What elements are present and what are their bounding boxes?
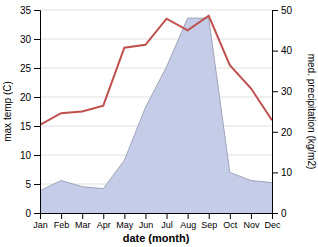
tick-mark xyxy=(34,126,40,127)
tick-label: 10 xyxy=(281,167,293,178)
tick-label: 20 xyxy=(20,92,32,103)
chart-svg: JanFebMarAprMayJunJulAugSepOctNovDec0510… xyxy=(0,0,318,247)
tick: 5 xyxy=(25,179,40,190)
tick-mark xyxy=(34,10,40,11)
tick: 50 xyxy=(272,5,293,16)
tick: Aug xyxy=(180,213,196,230)
tick: 0 xyxy=(272,208,287,219)
tick: 20 xyxy=(272,127,293,138)
tick-label: May xyxy=(116,220,134,230)
tick-mark xyxy=(272,213,278,214)
tick: Dec xyxy=(264,213,281,230)
tick-label: 30 xyxy=(281,86,293,97)
grid-line xyxy=(40,68,272,69)
tick: Jun xyxy=(139,213,154,230)
axis-line xyxy=(41,214,273,220)
x-axis: Jan Feb Mar Apr May Jun Jul Aug Sep Oct Nov Dec xyxy=(33,213,281,230)
tick: 15 xyxy=(20,121,40,132)
y-axis: 0 5 10 15 20 25 30 35 xyxy=(20,5,41,219)
tick-label: 0 xyxy=(25,208,31,219)
tick: 30 xyxy=(20,34,40,45)
tick: 25 xyxy=(20,63,40,74)
y2-axis: 0 10 20 30 40 50 xyxy=(272,5,293,219)
tick-label: 20 xyxy=(281,127,293,138)
tick: 40 xyxy=(272,45,293,56)
tick-mark xyxy=(124,213,125,219)
tick-label: Jun xyxy=(139,220,154,230)
tick-label: 30 xyxy=(20,34,32,45)
tick-mark xyxy=(188,213,189,219)
tick-label: Nov xyxy=(243,220,260,230)
tick-label: Aug xyxy=(180,220,196,230)
precipitation-area-edge xyxy=(40,18,272,191)
tick-mark xyxy=(103,213,104,219)
tick: Jan xyxy=(33,213,48,230)
tick-mark xyxy=(34,68,40,69)
tick: 35 xyxy=(20,5,40,16)
chart-container: JanFebMarAprMayJunJulAugSepOctNovDec0510… xyxy=(0,0,318,247)
tick: Mar xyxy=(75,213,91,230)
y-axis-title: max temp (C) xyxy=(2,81,13,142)
tick-mark xyxy=(145,213,146,219)
tick: Jul xyxy=(161,213,173,230)
tick: May xyxy=(116,213,134,230)
x-axis-title: date (month) xyxy=(123,232,190,244)
tick: 10 xyxy=(20,150,40,161)
tick: 10 xyxy=(272,167,293,178)
tick-label: 40 xyxy=(281,45,293,56)
tick-mark xyxy=(272,91,278,92)
tick-mark xyxy=(82,213,83,219)
tick-mark xyxy=(34,213,40,214)
tick-mark xyxy=(272,51,278,52)
tick-mark xyxy=(272,132,278,133)
tick-label: Dec xyxy=(264,220,281,230)
tick-mark xyxy=(272,172,278,173)
tick-mark xyxy=(34,39,40,40)
tick-label: 50 xyxy=(281,5,293,16)
precipitation-area xyxy=(40,18,272,213)
tick-mark xyxy=(61,213,62,219)
plot-area xyxy=(40,16,272,213)
tick-mark xyxy=(272,10,278,11)
tick-label: Feb xyxy=(54,220,70,230)
tick: Oct xyxy=(223,213,238,230)
tick: Apr xyxy=(97,213,111,230)
tick-label: Sep xyxy=(201,220,217,230)
axis-line xyxy=(273,11,279,214)
temperature-line xyxy=(40,16,272,125)
tick-label: 25 xyxy=(20,63,32,74)
tick-label: 15 xyxy=(20,121,32,132)
tick-mark xyxy=(230,213,231,219)
tick-label: Jul xyxy=(161,220,173,230)
tick-mark xyxy=(251,213,252,219)
tick-mark xyxy=(34,97,40,98)
tick: Feb xyxy=(54,213,70,230)
tick: 30 xyxy=(272,86,293,97)
grid-line xyxy=(40,39,272,40)
tick-label: Jan xyxy=(33,220,48,230)
tick-label: Oct xyxy=(223,220,238,230)
tick-label: 0 xyxy=(281,208,287,219)
tick: Nov xyxy=(243,213,260,230)
axis-line xyxy=(34,11,41,214)
tick: 20 xyxy=(20,92,40,103)
tick-mark xyxy=(34,184,40,185)
tick-mark xyxy=(34,155,40,156)
tick-label: Mar xyxy=(75,220,91,230)
tick-label: 10 xyxy=(20,150,32,161)
tick-mark xyxy=(209,213,210,219)
grid xyxy=(40,10,272,213)
tick-label: 5 xyxy=(25,179,31,190)
tick-label: 35 xyxy=(20,5,32,16)
grid-line xyxy=(40,10,272,11)
tick-mark xyxy=(167,213,168,219)
tick: 0 xyxy=(25,208,40,219)
tick: Sep xyxy=(201,213,217,230)
y2-axis-title: med. precipitation (kg/m2) xyxy=(306,54,317,170)
tick-label: Apr xyxy=(97,220,111,230)
